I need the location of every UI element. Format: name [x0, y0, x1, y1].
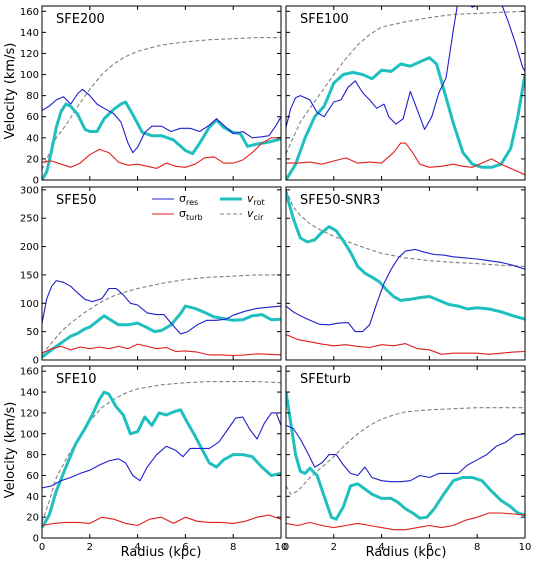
series-line-sigma-res [42, 280, 281, 335]
y-tick-label: 60 [26, 112, 39, 123]
panel-frame [41, 186, 282, 361]
series-line-v-rot [42, 304, 281, 359]
panel: 0 50 100 150 200 250 300 SFE50 [20, 185, 282, 367]
panel: SFE100 [285, 5, 526, 181]
series-line-v-rot [286, 192, 525, 321]
series-group [286, 189, 525, 355]
series-line-v-rot [42, 100, 281, 180]
x-tick-label: 0 [283, 542, 289, 553]
x-tick-label: 4 [378, 542, 384, 553]
y-tick-label: 40 [26, 492, 39, 503]
panel-title: SFE50-SNR3 [300, 193, 380, 208]
y-tick-label: 20 [26, 154, 39, 165]
y-tick-label: 160 [20, 367, 39, 378]
panel: 0 2 4 6 8 10 SFEturb [283, 365, 532, 553]
series-group [42, 381, 281, 529]
y-axis-label: Velocity (km/s) [3, 43, 18, 140]
series-line-v-rot [42, 390, 281, 529]
series-line-v-cir [42, 37, 281, 170]
x-tick-label: 10 [275, 542, 288, 553]
y-axis-label: Velocity (km/s) [3, 402, 18, 499]
series-line-sigma-res [42, 412, 281, 489]
series-line-v-rot [286, 56, 525, 180]
y-tick-label: 20 [26, 513, 39, 524]
panel-title: SFEturb [300, 372, 351, 387]
x-tick-label: 6 [426, 542, 432, 553]
x-tick-label: 8 [230, 542, 236, 553]
x-tick-label: 10 [519, 542, 532, 553]
y-tick-label: 120 [20, 49, 39, 60]
y-tick-label: 120 [20, 408, 39, 419]
y-tick-label: 60 [26, 471, 39, 482]
panel-title: SFE100 [300, 12, 349, 27]
series-line-v-cir [286, 10, 525, 154]
panel-frame [41, 5, 282, 181]
x-tick-label: 2 [331, 542, 337, 553]
series-group [286, 391, 525, 531]
series-line-sigma-res [286, 6, 525, 130]
series-line-sigma-turb [42, 343, 281, 357]
series-line-sigma-turb [42, 137, 281, 169]
panel-title: SFE200 [56, 12, 105, 27]
y-tick-label: 50 [26, 327, 39, 338]
panel: SFE50-SNR3 [285, 186, 526, 361]
series-line-v-rot [286, 391, 525, 521]
y-tick-label: 0 [33, 176, 39, 187]
y-tick-label: 0 [33, 356, 39, 367]
series-line-v-cir [42, 381, 281, 523]
legend-label-v-rot: vrot [247, 192, 265, 207]
series-line-sigma-res [286, 424, 525, 483]
panel-title: SFE10 [56, 372, 97, 387]
panel-frame [285, 365, 526, 539]
y-tick-label: 200 [20, 242, 39, 253]
series-group [42, 37, 281, 180]
x-axis-label: Radius (kpc) [366, 545, 447, 560]
y-tick-label: 0 [33, 534, 39, 545]
panel: 0 20 40 60 80 100 120 140 160 SFE200 [20, 5, 282, 187]
series-line-sigma-turb [42, 514, 281, 527]
y-tick-label: 100 [20, 70, 39, 81]
x-tick-label: 2 [87, 542, 93, 553]
y-tick-label: 250 [20, 214, 39, 225]
series-line-sigma-turb [286, 512, 525, 531]
legend-label-sigma-res: σres [179, 192, 198, 207]
panel-title: SFE50 [56, 193, 97, 208]
series-line-sigma-turb [286, 142, 525, 176]
y-tick-label: 80 [26, 91, 39, 102]
series-group [42, 274, 281, 359]
y-tick-label: 150 [20, 270, 39, 281]
series-line-sigma-res [286, 248, 525, 333]
x-tick-label: 6 [182, 542, 188, 553]
y-tick-label: 160 [20, 7, 39, 18]
panel-frame [41, 365, 282, 539]
legend-label-sigma-turb: σturb [179, 207, 203, 222]
x-tick-label: 8 [474, 542, 480, 553]
series-line-v-cir [286, 407, 525, 495]
panel-frame [285, 186, 526, 361]
legend-label-v-cir: vcir [247, 207, 264, 222]
panel-frame [285, 5, 526, 181]
series-line-sigma-turb [286, 333, 525, 355]
series-group [286, 6, 525, 180]
y-tick-label: 100 [20, 299, 39, 310]
x-axis-label: Radius (kpc) [121, 545, 202, 560]
x-tick-label: 0 [39, 542, 45, 553]
y-tick-label: 140 [20, 388, 39, 399]
y-tick-label: 300 [20, 185, 39, 196]
y-tick-label: 80 [26, 450, 39, 461]
x-tick-label: 4 [134, 542, 140, 553]
series-line-v-cir [286, 189, 525, 267]
y-tick-label: 140 [20, 28, 39, 39]
series-line-v-cir [42, 274, 281, 355]
y-tick-label: 40 [26, 133, 39, 144]
series-line-sigma-res [42, 88, 281, 154]
y-tick-label: 100 [20, 429, 39, 440]
